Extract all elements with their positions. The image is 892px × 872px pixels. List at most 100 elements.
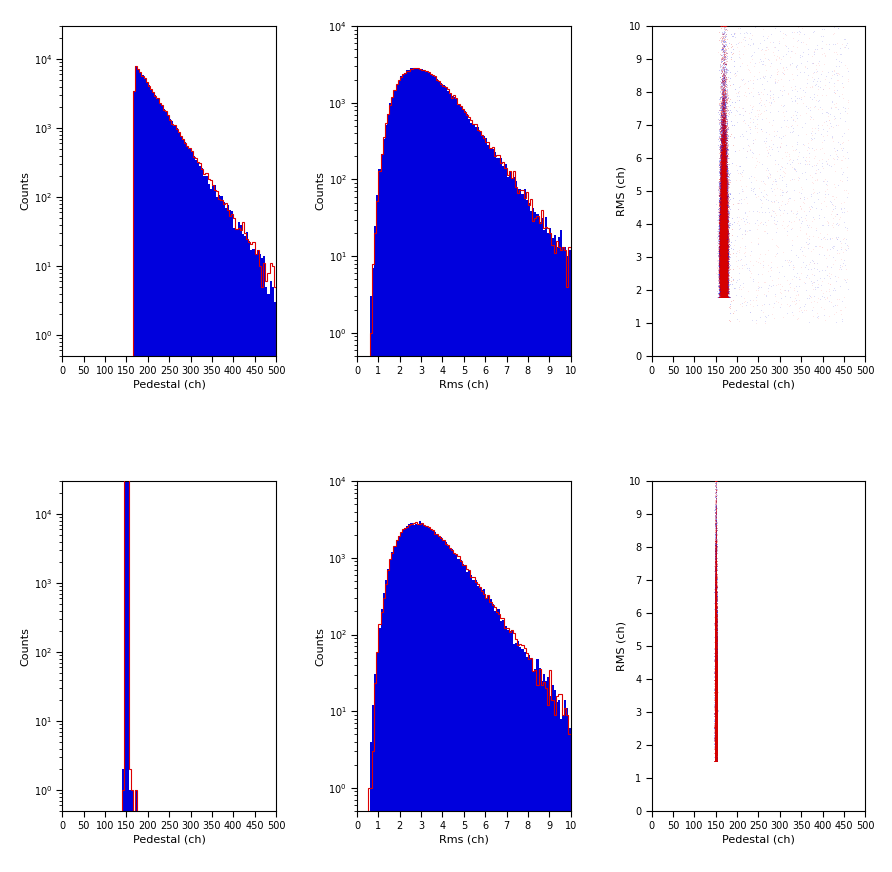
Point [708, 675, 723, 689]
Point [708, 719, 723, 732]
Point [716, 256, 731, 270]
Point [716, 171, 731, 185]
Point [830, 292, 844, 306]
Point [709, 721, 723, 735]
Point [717, 277, 731, 291]
Point [718, 271, 732, 285]
Point [709, 698, 723, 712]
Point [707, 678, 722, 692]
Point [708, 685, 723, 699]
Point [709, 747, 723, 761]
Point [715, 220, 730, 234]
Point [715, 239, 730, 253]
Point [717, 271, 731, 285]
Point [715, 283, 730, 296]
Point [717, 238, 731, 252]
Point [709, 709, 723, 723]
Point [717, 210, 731, 224]
Point [716, 269, 731, 283]
Point [709, 716, 723, 730]
Point [714, 82, 729, 96]
Point [714, 229, 729, 243]
Point [713, 286, 727, 300]
Point [709, 713, 723, 727]
Point [714, 240, 729, 254]
Point [715, 167, 730, 181]
Point [709, 674, 723, 688]
Point [717, 263, 731, 277]
Point [717, 257, 731, 271]
Point [709, 618, 723, 632]
Point [718, 226, 732, 240]
Point [708, 657, 723, 671]
Point [709, 754, 723, 768]
Point [708, 730, 723, 744]
Point [709, 712, 723, 726]
Point [714, 242, 729, 255]
Point [718, 290, 732, 303]
Point [715, 212, 730, 226]
Point [708, 741, 723, 755]
Point [708, 605, 723, 619]
Point [714, 282, 728, 296]
Point [716, 212, 731, 226]
Point [716, 269, 731, 283]
Point [717, 166, 731, 180]
Point [708, 691, 723, 705]
Point [710, 696, 724, 710]
Point [716, 268, 731, 282]
Point [708, 719, 723, 733]
Point [709, 715, 723, 729]
Point [709, 653, 723, 667]
Point [708, 703, 723, 717]
Point [709, 669, 723, 683]
Point [709, 617, 723, 631]
Point [708, 631, 723, 645]
Point [708, 628, 723, 642]
Point [709, 669, 723, 683]
Point [708, 683, 723, 697]
Point [709, 714, 723, 728]
Point [709, 739, 723, 753]
Point [709, 721, 723, 735]
Point [708, 674, 723, 688]
Point [718, 270, 732, 284]
Point [709, 609, 723, 623]
Point [709, 754, 723, 768]
Point [708, 668, 723, 682]
Point [715, 228, 730, 242]
Point [718, 215, 732, 228]
Point [709, 745, 723, 759]
Point [708, 742, 723, 756]
Point [717, 223, 731, 237]
Point [709, 727, 723, 741]
Point [708, 690, 723, 704]
Point [716, 211, 731, 225]
Point [709, 567, 723, 581]
Point [709, 718, 723, 732]
Point [836, 100, 850, 114]
Point [708, 657, 723, 671]
Point [718, 256, 732, 270]
Point [712, 263, 726, 277]
Point [715, 168, 730, 182]
Point [715, 267, 730, 281]
Point [820, 215, 834, 228]
Point [708, 720, 723, 734]
Point [717, 263, 731, 277]
Point [716, 258, 731, 272]
Point [716, 277, 731, 291]
Point [709, 718, 723, 732]
Point [708, 712, 723, 726]
Point [708, 709, 723, 723]
Point [718, 270, 732, 284]
Point [714, 262, 729, 276]
Point [716, 290, 731, 303]
Point [716, 247, 731, 261]
Point [714, 226, 728, 240]
Point [708, 678, 723, 692]
Point [716, 237, 731, 251]
Point [716, 261, 731, 275]
Point [708, 696, 723, 710]
Point [717, 236, 731, 250]
